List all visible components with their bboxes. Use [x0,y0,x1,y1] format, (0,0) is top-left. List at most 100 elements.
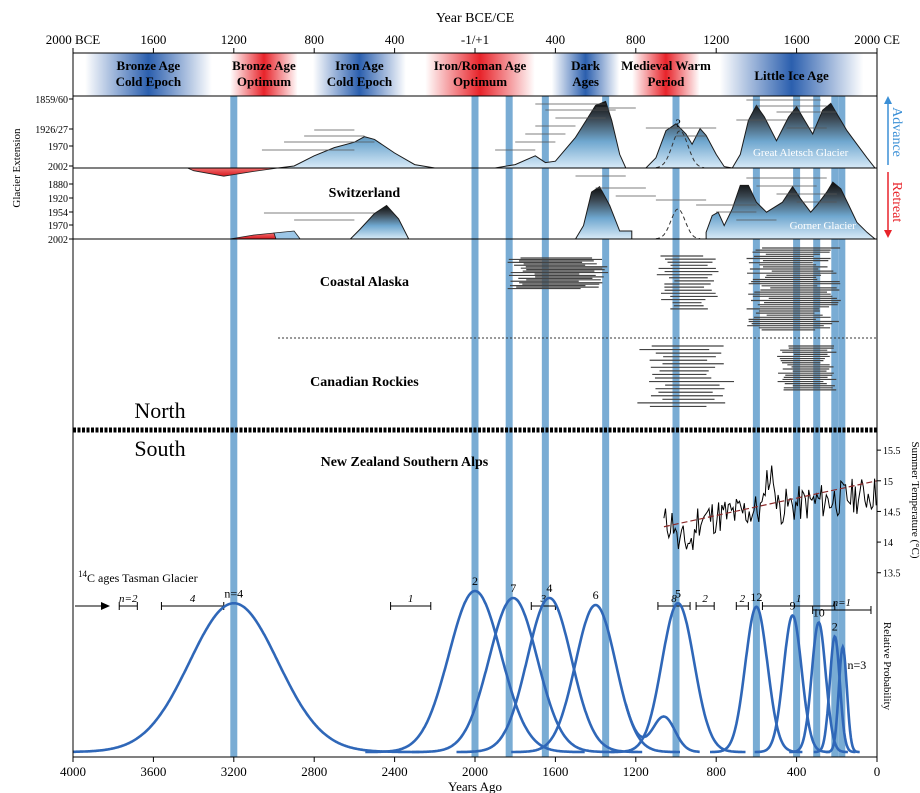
highlight-bar [793,96,801,757]
temperature-tick-label: 14 [883,538,893,549]
aletsch-tick-label: 2002 [48,162,68,173]
period-label: Little Ice Age [754,68,829,83]
bottom-tick-label: 2800 [301,764,327,779]
highlight-bar [541,96,549,757]
top-tick-label: 400 [385,32,405,47]
coastal-alaska-label: Coastal Alaska [320,275,409,290]
top-axis-label: Year BCE/CE [436,11,514,26]
temperature-tick-label: 13.5 [883,569,901,580]
gorner-advance-small [273,230,301,240]
canadian-rockies-label: Canadian Rockies [310,375,419,390]
top-tick-label: 800 [626,32,646,47]
top-tick-label: 800 [304,32,324,47]
bottom-tick-label: 1200 [623,764,649,779]
nz-label: New Zealand Southern Alps [321,455,489,470]
gorner-curve [574,185,633,240]
aletsch-tick-label: 1926/27 [35,125,68,136]
bottom-tick-label: 0 [874,764,881,779]
highlight-bar [602,96,610,757]
period-label: Dark [571,58,601,73]
period-label: Iron/Roman Age [434,58,527,73]
c14-bracket-label: 8 [671,593,677,605]
c14-bracket-label: n=2 [119,593,138,605]
aletsch-retreat [187,167,279,177]
gorner-tick-label: 2002 [48,235,68,246]
top-tick-label: 400 [546,32,566,47]
bottom-tick-label: 2400 [382,764,408,779]
gorner-curve [705,181,877,240]
highlight-bar [813,96,821,757]
top-tick-label: 1600 [784,32,810,47]
temperature-ylabel: Summer Temperature (°C) [909,441,920,558]
bottom-tick-label: 1600 [542,764,568,779]
gorner-tick-label: 1954 [48,208,68,219]
highlight-bar [230,96,238,757]
gorner-tick-label: 1970 [48,221,68,232]
c14-superscript: 14 [78,569,88,579]
gorner-curve [350,204,410,240]
top-tick-label: -1/+1 [461,32,489,47]
top-tick-label: 1200 [221,32,247,47]
bottom-tick-label: 800 [706,764,726,779]
bottom-tick-label: 400 [787,764,807,779]
north-label: North [134,398,185,423]
highlight-bar [838,96,846,757]
aletsch-name: Great Aletsch Glacier [753,147,849,159]
gorner-name: Gorner Glacier [790,220,857,232]
period-label: Iron Age [335,58,384,73]
retreat-label: Retreat [889,182,904,223]
probability-curve [624,703,700,754]
c14-bracket-label: 4 [190,593,196,605]
period-label: Optimum [453,74,507,89]
probability-curve [813,634,856,754]
north-america-panel: Coastal Alaska Canadian Rockies North South [73,247,877,461]
c14-bracket-label: 3 [540,593,547,605]
probability-curve [754,613,831,754]
bottom-tick-label: 3200 [221,764,247,779]
probability-curve [365,589,585,754]
c14-bracket-label: 2 [740,593,746,605]
temperature-tick-label: 15.5 [883,446,901,457]
c14-bracket-label: 1 [796,593,802,605]
period-label: Bronze Age [232,58,296,73]
probability-peak-label: 6 [593,588,599,602]
highlight-bars [230,96,846,757]
retreat-arrow-head [884,230,892,238]
period-label: Cold Epoch [327,74,393,89]
probability-ylabel: Relative Probability [881,622,893,711]
gorner-tick-label: 1920 [48,194,68,205]
temperature-tick-label: 15 [883,477,893,488]
probability-peak-label: 4 [546,581,552,595]
top-tick-label: 1600 [140,32,166,47]
glacier-extension-label: Glacier Extension [11,128,23,208]
temperature-trend [663,480,878,528]
advance-arrow-head [884,96,892,104]
c14-label: 14C ages Tasman Glacier [78,569,198,585]
highlight-bar [505,96,513,757]
top-tick-label: 1200 [703,32,729,47]
probability-curve [610,601,746,754]
highlight-bar [471,96,479,757]
probability-peak-label: 9 [790,599,796,613]
gorner-uncertain [655,208,701,240]
probability-peak-label: 10 [813,606,825,620]
period-label: Bronze Age [117,58,181,73]
probability-curve [411,596,615,754]
switzerland-label: Switzerland [329,186,401,201]
top-tick-label: 2000 BCE [46,32,101,47]
probability-peak-label: 2 [472,574,478,588]
temperature-tick-label: 14.5 [883,507,901,518]
period-label: Cold Epoch [116,74,182,89]
probability-peak-label: 7 [510,581,516,595]
highlight-bar [831,96,839,757]
aletsch-tick-label: 1859/60 [35,95,68,106]
aletsch-panel: ? Great Aletsch Glacier 1859/60 1926/27 1970… [35,95,878,177]
probability-curve [73,602,420,754]
period-label: Optimum [237,74,291,89]
bottom-tick-label: 2000 [462,764,488,779]
period-label: Medieval Warm [621,58,711,73]
probability-peak-label: 12 [750,590,762,604]
top-tick-label: 2000 CE [854,32,900,47]
